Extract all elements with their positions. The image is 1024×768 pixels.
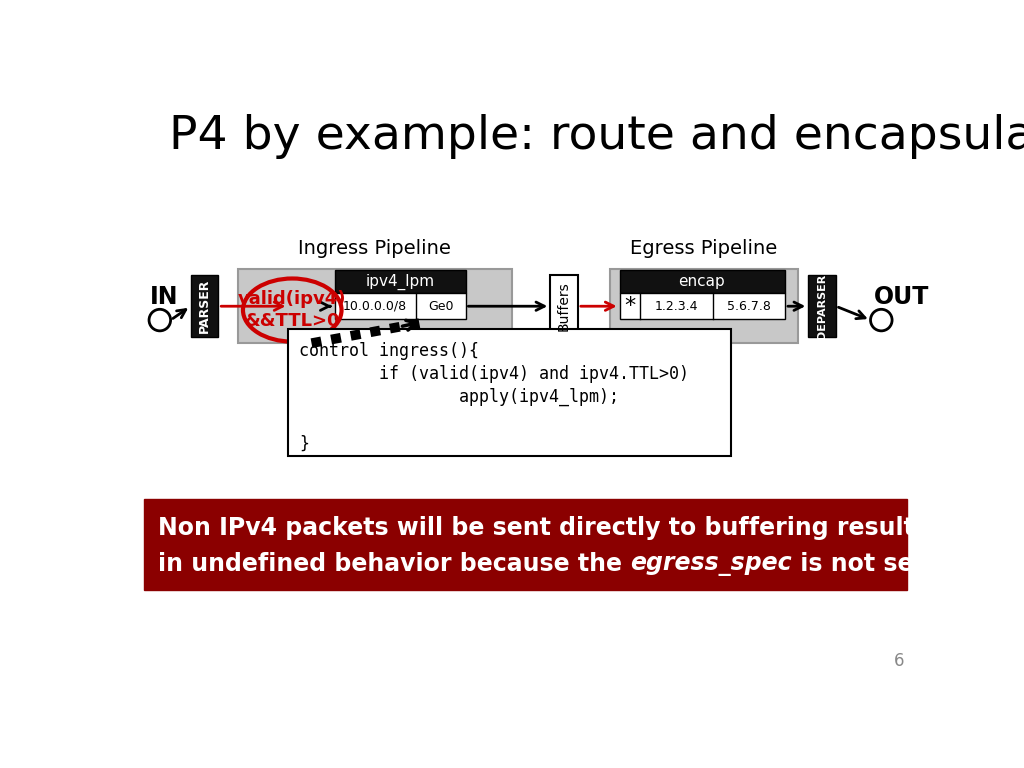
Bar — [808, 276, 836, 337]
Text: Non IPv4 packets will be sent directly to buffering resulting: Non IPv4 packets will be sent directly t… — [159, 516, 957, 540]
Text: Ingress Pipeline: Ingress Pipeline — [298, 240, 452, 259]
Bar — [550, 276, 578, 337]
Text: IN: IN — [150, 285, 178, 309]
Text: control ingress(){: control ingress(){ — [299, 342, 479, 360]
Bar — [620, 270, 785, 293]
Text: Buffers: Buffers — [557, 281, 571, 331]
Text: is not set: is not set — [793, 552, 925, 576]
Text: 6: 6 — [894, 652, 904, 670]
Text: valid(ipv4): valid(ipv4) — [238, 290, 346, 308]
Text: PARSER: PARSER — [198, 279, 211, 333]
Bar — [620, 293, 785, 319]
Text: if (valid(ipv4) and ipv4.TTL>0): if (valid(ipv4) and ipv4.TTL>0) — [299, 365, 689, 383]
Text: P4 by example: route and encapsulate: P4 by example: route and encapsulate — [169, 114, 1024, 159]
Bar — [335, 270, 466, 293]
Text: ipv4_lpm: ipv4_lpm — [366, 273, 434, 290]
Bar — [609, 270, 798, 343]
Text: apply(ipv4_lpm);: apply(ipv4_lpm); — [299, 388, 620, 406]
Text: }: } — [299, 434, 309, 452]
Bar — [144, 498, 906, 590]
Text: 1.2.3.4: 1.2.3.4 — [654, 300, 697, 313]
Text: encap: encap — [679, 274, 725, 289]
Bar — [335, 293, 466, 319]
Bar — [239, 270, 512, 343]
Text: &&TTL>0: &&TTL>0 — [245, 312, 340, 329]
Text: 10.0.0.0/8: 10.0.0.0/8 — [343, 300, 408, 313]
Text: Ge0: Ge0 — [428, 300, 454, 313]
Text: DEPARSER: DEPARSER — [817, 273, 827, 339]
Text: Egress Pipeline: Egress Pipeline — [630, 240, 777, 259]
Text: 5.6.7.8: 5.6.7.8 — [727, 300, 771, 313]
Text: egress_spec: egress_spec — [631, 552, 793, 576]
Text: OUT: OUT — [873, 285, 929, 309]
Text: *: * — [624, 296, 635, 316]
Text: in undefined behavior because the: in undefined behavior because the — [159, 552, 631, 576]
Bar — [190, 276, 218, 337]
Bar — [289, 329, 731, 456]
